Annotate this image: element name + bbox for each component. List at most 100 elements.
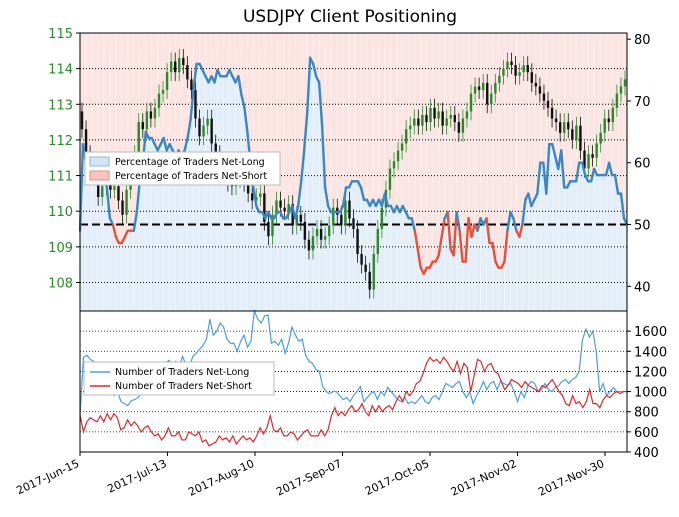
candle-body [372, 253, 375, 290]
candle-body [165, 72, 169, 91]
candle-body [327, 225, 331, 237]
net-long-pct-segment [491, 241, 497, 263]
candle-body [271, 214, 274, 237]
candle-body [542, 93, 546, 101]
net-long-pct-segment [455, 210, 461, 232]
price-tick-label: 109 [48, 241, 73, 256]
net-long-pct-segment [183, 136, 189, 152]
net-long-pct-segment [560, 149, 566, 189]
net-long-pct-segment [512, 217, 518, 232]
candle-body [376, 229, 380, 254]
candle-body [157, 93, 161, 108]
net-long-pct-segment [317, 81, 324, 127]
net-long-pct-segment [410, 217, 416, 232]
price-tick-label: 113 [48, 98, 73, 113]
bottom-legend: Number of Traders Net-Long Number of Trad… [83, 361, 275, 396]
candle-body [587, 154, 590, 169]
candle-body [498, 75, 501, 83]
candle-body [178, 57, 181, 73]
candle-body [319, 229, 323, 240]
candle-body [380, 207, 384, 230]
net-long-pct-segment [305, 56, 312, 115]
candle-body [307, 239, 311, 251]
candle-body [97, 175, 100, 197]
x-tick-label: 2017-Sep-07 [274, 457, 344, 499]
candle-body [315, 229, 319, 237]
candle-body [279, 200, 282, 208]
candle-body [348, 200, 351, 219]
candle-body [182, 57, 185, 66]
candle-body [486, 82, 489, 105]
candle-body [417, 118, 420, 126]
price-tick-label: 110 [48, 205, 73, 220]
candle-body [113, 186, 116, 190]
candle-body [554, 118, 558, 123]
net-long-pct-segment [323, 186, 330, 208]
candle-body [340, 214, 343, 226]
net-long-pct-segment [302, 112, 309, 152]
candle-body [514, 65, 517, 76]
bottom-panel: 400 600 800 1000 1200 1400 1600 Number of Trade… [79, 308, 667, 461]
net-long-pct-segment [446, 210, 452, 251]
candle-body [303, 221, 307, 240]
count-tick-label: 1200 [634, 365, 667, 380]
net-long-pct-segment [320, 124, 327, 189]
net-long-pct-segment [580, 161, 587, 177]
candle-body [332, 207, 335, 226]
net-long-pct-segment [311, 62, 318, 78]
candle-body [546, 100, 550, 108]
candle-body [186, 65, 189, 80]
legend-label-count-short: Number of Traders Net-Short [115, 381, 252, 392]
net-long-pct-segment [341, 186, 348, 208]
candle-body [141, 122, 144, 130]
candle-body [558, 122, 562, 133]
candle-body [457, 122, 461, 133]
x-tick-label: 2017-Nov-02 [449, 457, 519, 499]
candle-body [550, 107, 554, 119]
net-long-pct-segment [476, 217, 482, 232]
candle-body [396, 150, 400, 162]
candle-body [599, 132, 602, 144]
candle-body [283, 207, 286, 212]
candle-body [400, 143, 404, 151]
candle-body [364, 264, 367, 272]
price-tick-label: 108 [48, 276, 73, 291]
candle-body [388, 168, 392, 190]
candle-body [413, 118, 416, 126]
candle-body [461, 118, 465, 133]
candle-body [510, 61, 513, 66]
chart-title: USDJPY Client Positioning [243, 7, 457, 27]
net-long-pct-segment [135, 180, 141, 214]
candle-body [246, 182, 250, 194]
x-tick-label: 2017-Aug-10 [186, 457, 256, 499]
candle-body [145, 111, 149, 130]
bottom-legend-box [83, 361, 275, 396]
candle-body [526, 65, 529, 73]
candle-body [465, 111, 469, 119]
candle-body [161, 90, 165, 94]
candle-body [84, 129, 88, 155]
candle-body [267, 221, 270, 237]
net-long-pct-segment [237, 75, 243, 96]
net-long-pct-segment [518, 223, 524, 239]
candle-body [323, 236, 327, 240]
candle-body [125, 189, 128, 215]
net-long-pct-segment [485, 217, 491, 245]
candle-body [356, 229, 359, 254]
candle-body [287, 204, 290, 212]
candle-body [149, 111, 153, 119]
candle-body [409, 125, 412, 130]
candle-body [169, 61, 173, 73]
candle-body [441, 111, 444, 126]
x-axis: 2017-Jun-15 2017-Jul-13 2017-Aug-10 2017-Se… [14, 452, 606, 499]
net-long-pct-segment [359, 186, 366, 202]
net-short-area [80, 33, 627, 274]
legend-swatch-short [89, 170, 110, 181]
legend-label-long: Percentage of Traders Net-Long [115, 157, 265, 168]
net-long-pct-segment [240, 93, 246, 109]
net-long-pct-segment [192, 62, 198, 90]
percent-tick-label: 40 [634, 280, 651, 295]
candle-body [538, 86, 542, 94]
candle-body [198, 118, 201, 137]
